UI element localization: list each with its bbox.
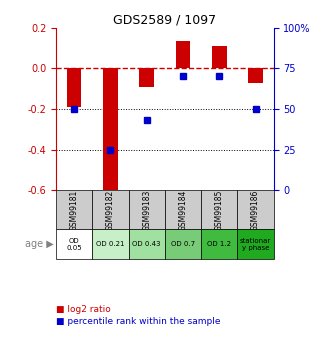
Text: OD 0.21: OD 0.21 — [96, 241, 125, 247]
FancyBboxPatch shape — [165, 229, 201, 259]
Text: stationar
y phase: stationar y phase — [240, 238, 271, 250]
Bar — [139, 68, 154, 87]
Bar — [67, 68, 81, 107]
Text: OD
0.05: OD 0.05 — [66, 238, 82, 250]
FancyBboxPatch shape — [128, 190, 165, 229]
FancyBboxPatch shape — [201, 229, 237, 259]
FancyBboxPatch shape — [92, 229, 128, 259]
FancyBboxPatch shape — [56, 229, 92, 259]
FancyBboxPatch shape — [237, 190, 274, 229]
FancyBboxPatch shape — [237, 229, 274, 259]
Text: ■ log2 ratio: ■ log2 ratio — [56, 305, 111, 314]
Bar — [248, 68, 263, 82]
Text: GSM99184: GSM99184 — [179, 189, 188, 230]
FancyBboxPatch shape — [128, 229, 165, 259]
Text: OD 0.7: OD 0.7 — [171, 241, 195, 247]
Text: GSM99181: GSM99181 — [70, 189, 79, 230]
Text: age ▶: age ▶ — [26, 239, 54, 249]
Text: ■ percentile rank within the sample: ■ percentile rank within the sample — [56, 317, 220, 326]
Text: GSM99185: GSM99185 — [215, 189, 224, 230]
Text: GSM99186: GSM99186 — [251, 189, 260, 230]
Title: GDS2589 / 1097: GDS2589 / 1097 — [113, 13, 216, 27]
FancyBboxPatch shape — [165, 190, 201, 229]
FancyBboxPatch shape — [56, 190, 92, 229]
Text: GSM99182: GSM99182 — [106, 189, 115, 230]
FancyBboxPatch shape — [201, 190, 237, 229]
Bar — [212, 46, 226, 68]
Bar — [103, 68, 118, 195]
Text: OD 0.43: OD 0.43 — [132, 241, 161, 247]
Text: OD 1.2: OD 1.2 — [207, 241, 231, 247]
FancyBboxPatch shape — [92, 190, 128, 229]
Bar — [176, 41, 190, 68]
Text: GSM99183: GSM99183 — [142, 189, 151, 230]
